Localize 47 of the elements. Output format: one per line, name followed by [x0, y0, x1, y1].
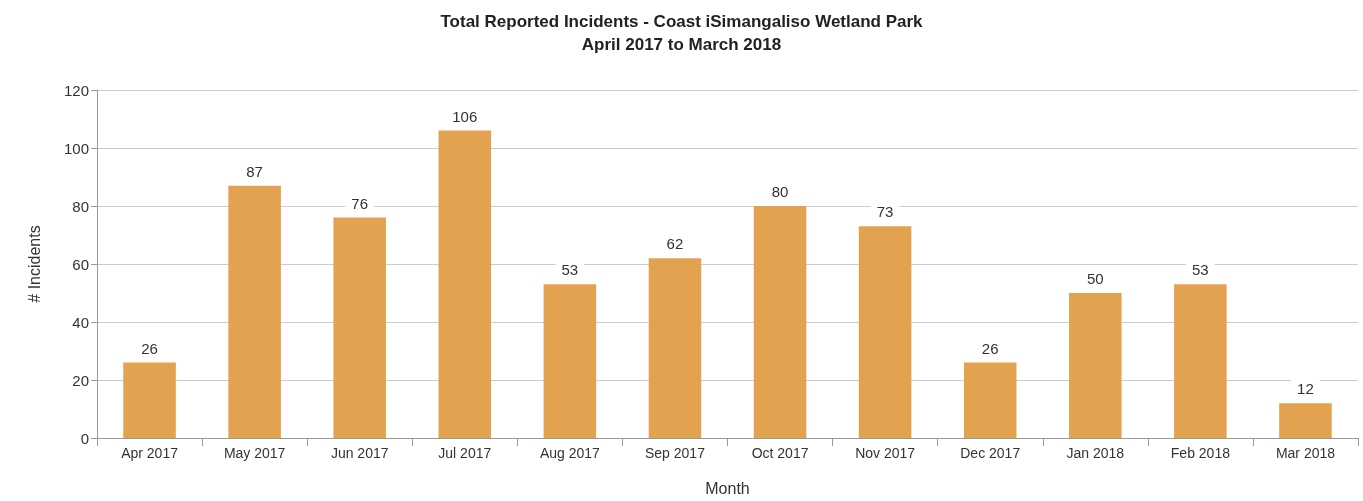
bar — [1174, 284, 1227, 438]
data-label: 26 — [981, 339, 999, 357]
bar — [1279, 403, 1332, 438]
x-tick-label: Oct 2017 — [751, 445, 809, 461]
data-label: 87 — [246, 162, 263, 180]
y-axis-title: # Incidents — [25, 225, 43, 303]
y-tick-label: 40 — [72, 313, 89, 331]
x-tick-label: Apr 2017 — [121, 445, 179, 461]
bar — [333, 217, 386, 438]
bar — [438, 130, 492, 438]
bar — [753, 206, 807, 438]
data-label: 50 — [1086, 270, 1104, 287]
bar — [858, 226, 912, 438]
bar — [963, 362, 1017, 438]
x-tick-label: Nov 2017 — [855, 445, 916, 461]
data-label: 53 — [561, 261, 579, 279]
data-label: 26 — [141, 339, 158, 357]
x-tick-label: Dec 2017 — [960, 445, 1021, 461]
bar — [648, 258, 702, 438]
data-label: 80 — [771, 183, 789, 200]
x-tick-label: Jun 2017 — [330, 445, 389, 461]
y-tick-label: 120 — [63, 81, 89, 99]
data-label: 76 — [351, 194, 369, 212]
chart-subtitle: April 2017 to March 2018 — [581, 35, 782, 54]
x-axis-title: Month — [705, 479, 750, 497]
bar — [1069, 293, 1122, 438]
data-label: 106 — [452, 107, 478, 125]
data-label: 53 — [1192, 261, 1209, 279]
x-tick-label: Aug 2017 — [539, 445, 601, 461]
y-tick-label: 80 — [72, 197, 89, 215]
data-label: 12 — [1297, 380, 1314, 398]
x-tick-label: Sep 2017 — [644, 445, 706, 461]
bar — [543, 284, 597, 438]
bar — [123, 362, 176, 438]
bar — [228, 185, 281, 438]
x-tick-label: Jul 2017 — [438, 445, 492, 461]
x-tick-label: May 2017 — [223, 445, 286, 461]
x-tick-label: Jan 2018 — [1066, 445, 1125, 461]
y-tick-label: 60 — [72, 255, 89, 273]
data-label: 62 — [666, 235, 684, 253]
y-tick-label: 20 — [72, 371, 89, 389]
y-tick-label: 0 — [80, 429, 89, 447]
y-tick-label: 100 — [63, 139, 89, 157]
data-label: 73 — [876, 203, 894, 221]
x-tick-label: Feb 2018 — [1170, 445, 1231, 461]
x-tick-label: Mar 2018 — [1275, 445, 1336, 461]
chart-title: Total Reported Incidents - Coast iSimangaliso Wetland Park — [440, 12, 924, 31]
